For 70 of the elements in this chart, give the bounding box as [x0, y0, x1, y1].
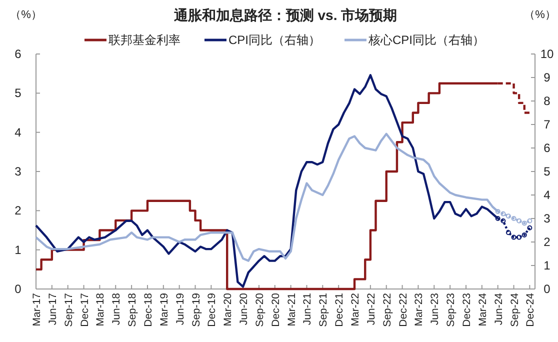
x-tick-label: Mar-23 — [413, 292, 426, 326]
x-tick-label: Jun-24 — [492, 292, 505, 326]
point — [511, 234, 516, 240]
x-tick-label: Dec-18 — [142, 292, 154, 327]
x-tick-label: Sep-18 — [126, 292, 139, 327]
point — [522, 232, 527, 238]
y-tick-label: 4 — [14, 125, 22, 140]
point — [500, 211, 506, 216]
legend-label: CPI同比（右轴） — [228, 33, 320, 47]
point — [495, 208, 500, 214]
y2-tick-label: 5 — [544, 164, 551, 178]
y2-tick-label: 4 — [544, 188, 551, 202]
x-tick-label: Dec-17 — [78, 292, 91, 327]
y-tick-label: 1 — [14, 242, 22, 257]
chart-title: 通胀和加息路径：预测 vs. 市场预期 — [172, 7, 398, 23]
x-tick-label: Dec-23 — [460, 292, 473, 327]
x-tick-label: Sep-20 — [254, 292, 266, 327]
x-tick-label: Jun-21 — [302, 292, 314, 326]
point — [516, 218, 522, 224]
x-tick-label: Mar-17 — [31, 292, 43, 326]
x-tick-label: Dec-21 — [334, 292, 346, 327]
x-tick-label: Jun-22 — [365, 292, 378, 326]
y2-tick-label: 9 — [544, 70, 551, 84]
point — [506, 214, 511, 219]
y2-tick-label: 7 — [544, 118, 551, 132]
y-tick-label: 0 — [14, 282, 22, 296]
x-tick-label: Jun-23 — [429, 292, 442, 326]
x-tick-label: Jun-19 — [174, 292, 186, 326]
point — [495, 216, 500, 221]
point — [522, 220, 527, 226]
x-tick-label: Mar-20 — [222, 292, 234, 326]
y2-tick-label: 0 — [544, 282, 551, 296]
y2-tick-label: 2 — [544, 235, 551, 249]
x-tick-label: Dec-24 — [524, 292, 537, 327]
point — [511, 216, 516, 221]
x-tick-label: Sep-17 — [62, 292, 75, 327]
y-tick-label: 5 — [14, 86, 22, 100]
y2-tick-label: 10 — [540, 47, 554, 61]
x-tick-label: Sep-22 — [381, 292, 394, 327]
point — [516, 234, 522, 240]
x-tick-label: Dec-22 — [397, 292, 410, 327]
x-tick-label: Mar-18 — [94, 292, 107, 326]
point — [527, 218, 532, 224]
x-tick-label: Mar-19 — [158, 292, 170, 326]
y-axis-title: （%） — [10, 9, 42, 21]
x-tick-label: Sep-21 — [318, 292, 330, 327]
x-tick-label: Sep-19 — [190, 292, 202, 327]
legend-label: 联邦基金利率 — [108, 33, 180, 47]
y2-tick-label: 3 — [544, 212, 551, 226]
x-tick-label: Mar-22 — [350, 292, 362, 326]
point — [500, 218, 506, 224]
y2-tick-label: 1 — [544, 258, 551, 272]
y2-tick-label: 6 — [544, 141, 551, 155]
x-tick-label: Jun-17 — [46, 292, 59, 326]
legend-label: 核心CPI同比（右轴） — [368, 33, 485, 47]
x-tick-label: Dec-20 — [270, 292, 282, 327]
x-tick-label: Jun-20 — [238, 292, 250, 326]
y-tick-label: 6 — [14, 47, 22, 61]
point — [506, 230, 511, 236]
x-tick-label: Sep-24 — [508, 292, 521, 327]
x-tick-label: Mar-21 — [286, 292, 298, 326]
x-tick-label: Jun-18 — [110, 292, 123, 326]
y-tick-label: 3 — [14, 164, 22, 178]
x-tick-label: Dec-19 — [206, 292, 218, 327]
y-tick-label: 2 — [14, 204, 22, 218]
y2-axis-title: （%） — [524, 9, 556, 21]
point — [527, 225, 532, 230]
x-tick-label: Mar-24 — [476, 292, 489, 326]
x-tick-label: Sep-23 — [445, 292, 458, 327]
y2-tick-label: 8 — [544, 94, 551, 108]
